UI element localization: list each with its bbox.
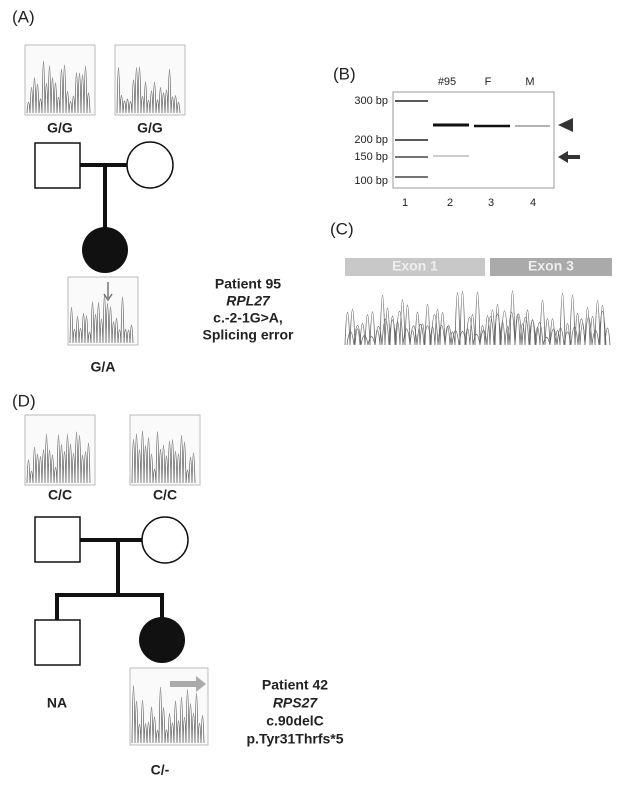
figure: (A) G/G G/G G/A Patient 95 RPL27 c.-2-1G… xyxy=(0,0,620,785)
variant: c.90delC xyxy=(266,713,324,729)
variant: c.-2-1G>A, xyxy=(213,310,283,326)
male-symbol xyxy=(35,620,80,665)
size-marker: 300 bp xyxy=(354,95,388,107)
genotype: G/A xyxy=(91,359,116,375)
male-symbol xyxy=(35,143,80,188)
panel-label: (A) xyxy=(12,7,35,26)
chromatogram-trace xyxy=(345,291,610,345)
affected-female xyxy=(82,227,128,273)
panel-label: (B) xyxy=(333,64,356,83)
genotype: G/G xyxy=(47,120,73,136)
genotype: G/G xyxy=(137,120,163,136)
male-symbol xyxy=(35,517,80,562)
genotype: C/C xyxy=(48,487,72,503)
gene: RPL27 xyxy=(226,293,271,309)
lane-number: 3 xyxy=(488,197,494,209)
size-marker: 200 bp xyxy=(354,134,388,146)
female-symbol xyxy=(127,142,173,188)
exon-label: Exon 3 xyxy=(528,258,574,274)
effect: p.Tyr31Thrfs*5 xyxy=(247,731,344,747)
affected-female xyxy=(139,617,185,663)
genotype: C/C xyxy=(153,487,177,503)
arrow xyxy=(558,151,580,163)
patient-id: Patient 95 xyxy=(215,276,281,292)
effect: Splicing error xyxy=(202,327,294,343)
trace xyxy=(345,291,610,345)
size-marker: 100 bp xyxy=(354,175,388,187)
panel-label: (C) xyxy=(330,219,354,238)
lane-number: 2 xyxy=(447,197,453,209)
gene: RPS27 xyxy=(273,695,319,711)
female-symbol xyxy=(142,517,188,563)
panel-label: (D) xyxy=(12,391,36,410)
lane-number: 1 xyxy=(402,197,408,209)
genotype: NA xyxy=(47,695,67,711)
lane-header: #95 xyxy=(438,76,456,88)
lane-header: M xyxy=(525,76,534,88)
arrowhead xyxy=(558,118,573,132)
patient-id: Patient 42 xyxy=(262,677,328,693)
genotype: C/- xyxy=(151,762,170,778)
exon-label: Exon 1 xyxy=(392,258,438,274)
sibship-line xyxy=(57,595,162,620)
size-marker: 150 bp xyxy=(354,151,388,163)
lane-header: F xyxy=(485,76,492,88)
lane-number: 4 xyxy=(530,197,536,209)
